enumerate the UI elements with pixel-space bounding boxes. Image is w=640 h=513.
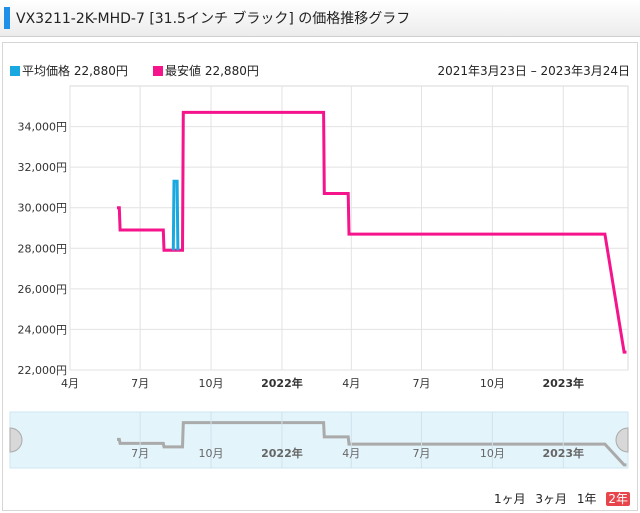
range-1-month-button[interactable]: 1ヶ月 xyxy=(493,492,526,506)
range-buttons: 1ヶ月 3ヶ月 1年 2年 xyxy=(488,490,630,507)
navigator-tick-label: 10月 xyxy=(480,447,505,460)
y-tick-label: 32,000円 xyxy=(18,161,68,174)
legend-lowest[interactable]: 最安値 22,880円 xyxy=(153,62,259,79)
navigator-tick-label: 2023年 xyxy=(542,446,584,460)
navigator-tick-label: 7月 xyxy=(131,447,149,460)
legend-average-swatch xyxy=(10,66,20,76)
x-tick-label: 2022年 xyxy=(261,376,303,390)
x-tick-label: 7月 xyxy=(131,377,149,390)
y-tick-label: 26,000円 xyxy=(18,283,68,296)
navigator-tick-label: 2022年 xyxy=(261,446,303,460)
legend-average-value: 22,880円 xyxy=(73,64,128,78)
average-price-line xyxy=(171,179,180,251)
x-tick-label: 2023年 xyxy=(542,376,584,390)
navigator-background xyxy=(9,411,629,469)
navigator-tick-label: 4月 xyxy=(342,447,360,460)
range-1-year-button[interactable]: 1年 xyxy=(576,492,597,506)
x-tick-label: 4月 xyxy=(61,377,79,390)
range-3-month-button[interactable]: 3ヶ月 xyxy=(535,492,568,506)
header-accent-bar xyxy=(4,7,10,29)
legend-average[interactable]: 平均価格 22,880円 xyxy=(10,62,128,79)
legend-lowest-swatch xyxy=(153,66,163,76)
y-tick-label: 34,000円 xyxy=(18,121,68,134)
x-tick-label: 7月 xyxy=(412,377,430,390)
navigator-tick-label: 10月 xyxy=(199,447,224,460)
navigator-line xyxy=(117,421,627,467)
date-range: 2021年3月23日 – 2023年3月24日 xyxy=(437,64,630,78)
y-tick-label: 24,000円 xyxy=(18,323,68,336)
y-tick-label: 22,000円 xyxy=(18,364,68,377)
page-header: VX3211-2K-MHD-7 [31.5インチ ブラック] の価格推移グラフ xyxy=(0,0,640,37)
y-tick-label: 28,000円 xyxy=(18,242,68,255)
x-tick-label: 10月 xyxy=(199,377,224,390)
navigator-left-handle[interactable] xyxy=(9,427,23,453)
legend-lowest-label: 最安値 xyxy=(165,64,202,78)
navigator-right-handle[interactable] xyxy=(615,427,629,453)
y-tick-label: 30,000円 xyxy=(18,202,68,215)
legend-average-label: 平均価格 xyxy=(22,64,71,78)
legend-lowest-value: 22,880円 xyxy=(204,64,259,78)
navigator[interactable]: 7月 10月 2022年 4月 7月 10月 2023年 xyxy=(9,411,629,469)
page-title: VX3211-2K-MHD-7 [31.5インチ ブラック] の価格推移グラフ xyxy=(16,11,411,27)
range-2-year-button[interactable]: 2年 xyxy=(606,492,630,506)
navigator-tick-label: 7月 xyxy=(412,447,430,460)
x-tick-label: 10月 xyxy=(480,377,505,390)
lowest-price-line xyxy=(117,110,627,354)
x-tick-label: 4月 xyxy=(342,377,360,390)
